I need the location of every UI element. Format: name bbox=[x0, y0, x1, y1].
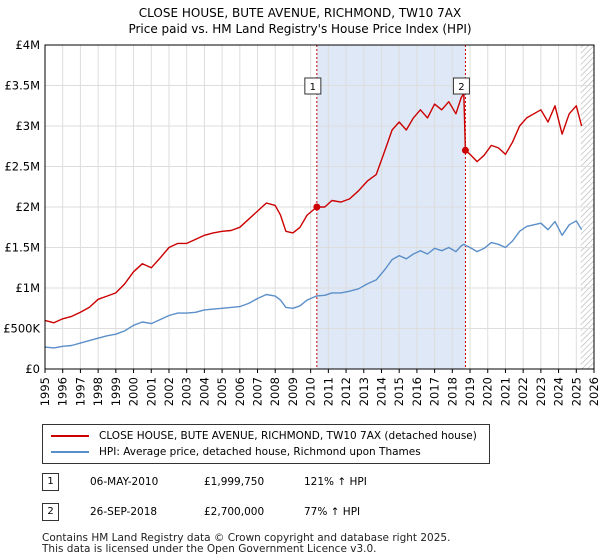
legend-label-hpi: HPI: Average price, detached house, Rich… bbox=[99, 446, 421, 458]
x-tick-label-28: 2023 bbox=[534, 377, 548, 406]
y-tick-label-7: £3.5M bbox=[4, 79, 40, 93]
x-tick-label-25: 2020 bbox=[481, 377, 495, 406]
chart-sale-marker-box-1 bbox=[304, 77, 322, 95]
x-tick-label-31: 2026 bbox=[587, 377, 600, 406]
x-tick-label-13: 2008 bbox=[268, 377, 282, 406]
price-chart: 1 2 £0 £500K £1M £1.5M £2M £2.5M £3M £3.5M £4M 1995… bbox=[3, 38, 600, 406]
plot-border bbox=[44, 44, 595, 370]
chart-subtitle: Price paid vs. HM Land Registry's House … bbox=[128, 22, 472, 36]
x-tick-label-29: 2024 bbox=[552, 377, 566, 406]
sale-hpi-2: 77% ↑ HPI bbox=[304, 506, 361, 518]
x-tick-label-14: 2009 bbox=[286, 377, 300, 406]
sale-price-2: £2,700,000 bbox=[204, 506, 265, 518]
x-tick-label-10: 2005 bbox=[215, 377, 229, 406]
chart-sale-marker-2: 2 bbox=[452, 77, 470, 95]
sale-date-2: 26-SEP-2018 bbox=[90, 506, 158, 518]
x-tick-label-17: 2012 bbox=[339, 377, 353, 406]
chart-title: CLOSE HOUSE, BUTE AVENUE, RICHMOND, TW10… bbox=[138, 6, 462, 20]
x-tick-label-2: 1997 bbox=[73, 377, 87, 406]
sale-point-2 bbox=[461, 146, 469, 154]
sale-price-1: £1,999,750 bbox=[204, 476, 265, 488]
x-tick-label-7: 2002 bbox=[162, 377, 176, 406]
x-tick-label-1: 1996 bbox=[56, 377, 70, 406]
x-tick-label-11: 2006 bbox=[233, 377, 247, 406]
x-tick-label-15: 2010 bbox=[304, 377, 318, 406]
x-tick-label-5: 2000 bbox=[127, 377, 141, 406]
x-tick-label-8: 2003 bbox=[180, 377, 194, 406]
sale-point-1 bbox=[313, 203, 321, 211]
series-line-hpi bbox=[44, 220, 583, 349]
sale-marker-1: 1 bbox=[42, 473, 59, 491]
legend: CLOSE HOUSE, BUTE AVENUE, RICHMOND, TW10… bbox=[42, 424, 490, 464]
x-tick-label-27: 2022 bbox=[516, 377, 530, 406]
x-tick-label-24: 2019 bbox=[463, 377, 477, 406]
y-tick-label-4: £2M bbox=[15, 200, 40, 214]
x-tick-label-23: 2018 bbox=[445, 377, 459, 406]
x-tick-label-20: 2015 bbox=[392, 377, 406, 406]
chart-sale-marker-box-2 bbox=[452, 77, 470, 95]
x-tick-label-12: 2007 bbox=[251, 377, 265, 406]
chart-sale-marker-1: 1 bbox=[304, 77, 322, 95]
y-tick-label-3: £1.5M bbox=[4, 241, 40, 255]
x-tick-label-30: 2025 bbox=[569, 377, 583, 406]
x-tick-label-21: 2016 bbox=[410, 377, 424, 406]
y-tick-label-8: £4M bbox=[15, 38, 40, 52]
x-tick-label-18: 2013 bbox=[357, 377, 371, 406]
chart-sale-marker-label-2: 2 bbox=[458, 82, 464, 93]
x-tick-label-4: 1999 bbox=[109, 377, 123, 406]
y-tick-label-2: £1M bbox=[15, 281, 40, 295]
series-line-property bbox=[44, 92, 583, 324]
sale-marker-2: 2 bbox=[42, 503, 59, 521]
legend-swatch-hpi bbox=[51, 451, 89, 453]
footer-licence: This data is licensed under the Open Gov… bbox=[42, 543, 377, 555]
y-tick-label-0: £0 bbox=[25, 362, 40, 376]
legend-swatch-property bbox=[51, 435, 89, 437]
x-tick-label-19: 2014 bbox=[374, 377, 388, 406]
y-tick-label-6: £3M bbox=[15, 119, 40, 133]
footer-copyright: Contains HM Land Registry data © Crown c… bbox=[42, 532, 451, 544]
y-tick-label-1: £500K bbox=[3, 322, 40, 336]
x-tick-label-0: 1995 bbox=[38, 377, 52, 406]
x-tick-label-3: 1998 bbox=[91, 377, 105, 406]
y-tick-label-5: £2.5M bbox=[4, 160, 40, 174]
x-tick-label-26: 2021 bbox=[498, 377, 512, 406]
x-tick-label-9: 2004 bbox=[197, 377, 211, 406]
sale-hpi-1: 121% ↑ HPI bbox=[304, 476, 367, 488]
sale-date-1: 06-MAY-2010 bbox=[90, 476, 159, 488]
x-tick-label-22: 2017 bbox=[428, 377, 442, 406]
chart-sale-marker-label-1: 1 bbox=[310, 82, 316, 93]
legend-label-property: CLOSE HOUSE, BUTE AVENUE, RICHMOND, TW10… bbox=[99, 430, 477, 442]
x-tick-label-6: 2001 bbox=[144, 377, 158, 406]
x-tick-label-16: 2011 bbox=[321, 377, 335, 406]
